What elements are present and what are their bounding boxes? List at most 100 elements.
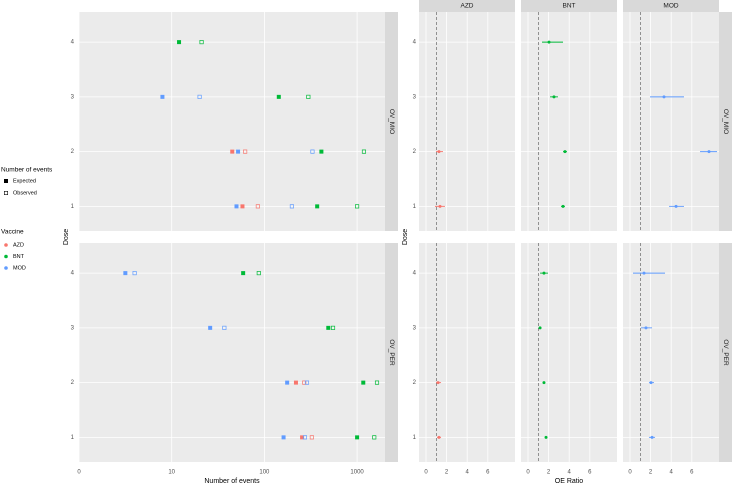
observed-point	[222, 325, 227, 330]
expected-point	[326, 325, 331, 330]
expected-point	[230, 149, 235, 154]
y-tick-label: 3	[71, 325, 75, 331]
legend-label: Observed	[13, 190, 37, 196]
strip	[623, 0, 719, 12]
x-tick-label: 10	[168, 470, 175, 476]
legend-key	[4, 254, 8, 259]
observed-point	[255, 204, 260, 209]
observed-point	[132, 271, 137, 276]
legend-label: BNT	[13, 254, 25, 260]
strip-label: AZD	[461, 3, 474, 10]
strip	[385, 12, 398, 231]
observed-point	[361, 149, 367, 154]
x-tick-label: 2	[445, 470, 449, 476]
expected-point	[281, 435, 286, 440]
x-tick-label: 0	[628, 470, 632, 476]
estimate-point	[437, 435, 441, 439]
estimate-point	[538, 326, 542, 330]
x-tick-label: 2	[547, 470, 551, 476]
estimate-point	[644, 326, 648, 330]
legend-title: Vaccine	[1, 229, 24, 236]
x-tick-label: 0	[77, 470, 81, 476]
y-axis-title: Dose	[402, 229, 409, 245]
estimate-point	[438, 204, 442, 208]
y-tick-label: 3	[413, 325, 417, 331]
legend-key	[4, 191, 9, 196]
estimate-point	[662, 95, 666, 99]
x-tick-label: 6	[690, 470, 694, 476]
expected-point	[300, 435, 305, 440]
y-tick-label: 1	[413, 204, 417, 210]
observed-point	[372, 435, 377, 440]
observed-point	[199, 40, 204, 45]
y-tick-label: 4	[71, 40, 75, 46]
y-tick-label: 2	[413, 380, 417, 386]
legend-label: MOD	[13, 265, 26, 271]
x-axis-title: Number of events	[204, 478, 260, 485]
observed-point	[309, 435, 314, 440]
estimate-point	[547, 40, 551, 44]
x-tick-label: 4	[466, 470, 470, 476]
y-tick-label: 1	[413, 435, 417, 441]
legend-title: Number of events	[1, 167, 53, 174]
y-tick-label: 3	[71, 94, 75, 100]
estimate-point	[542, 271, 546, 275]
estimate-point	[642, 271, 646, 275]
legend-key	[4, 266, 8, 270]
strip	[719, 12, 732, 231]
observed-point	[197, 94, 202, 99]
observed-point	[330, 325, 336, 330]
estimate-point	[542, 381, 546, 385]
y-tick-label: 2	[413, 149, 417, 155]
observed-point	[304, 380, 310, 385]
estimate-point	[674, 204, 678, 208]
observed-point	[355, 204, 360, 209]
expected-point	[123, 271, 128, 276]
expected-point	[177, 40, 182, 45]
x-tick-label: 100	[259, 470, 270, 476]
estimate-point	[544, 435, 548, 439]
y-tick-label: 1	[71, 435, 75, 441]
expected-point	[234, 204, 239, 209]
strip	[521, 0, 617, 12]
strip-label: OV_PER	[388, 339, 395, 366]
expected-point	[241, 271, 246, 276]
strip-label: OV_PER	[722, 339, 729, 366]
strip-label: MOD	[663, 3, 678, 10]
y-tick-label: 2	[71, 149, 75, 155]
observed-point	[302, 435, 308, 440]
strip-label: OV_MIO	[388, 109, 395, 134]
x-tick-label: 6	[588, 470, 592, 476]
strip	[419, 0, 515, 12]
observed-point	[289, 204, 294, 209]
y-axis-title: Dose	[63, 229, 70, 245]
observed-point	[243, 149, 248, 154]
estimate-point	[563, 150, 567, 154]
x-tick-label: 1000	[350, 470, 364, 476]
expected-point	[355, 435, 360, 440]
expected-point	[236, 149, 241, 154]
panel	[79, 243, 385, 462]
estimate-point	[649, 381, 653, 385]
y-tick-label: 3	[413, 94, 417, 100]
strip	[719, 243, 732, 462]
y-tick-label: 4	[413, 271, 417, 277]
x-tick-label: 2	[649, 470, 653, 476]
y-tick-label: 1	[71, 204, 75, 210]
legend: Number of events Expected Observed Vacci…	[1, 167, 53, 236]
legend-key	[4, 243, 8, 247]
observed-point	[374, 380, 380, 385]
expected-point	[285, 380, 290, 385]
estimate-point	[561, 204, 565, 208]
x-tick-label: 6	[486, 470, 490, 476]
observed-point	[256, 271, 261, 276]
y-tick-label: 2	[71, 380, 75, 386]
x-tick-label: 4	[670, 470, 674, 476]
panel	[79, 12, 385, 231]
strip-label: OV_MIO	[722, 109, 729, 134]
estimate-point	[436, 381, 440, 385]
expected-point	[315, 204, 320, 209]
x-axis-title: OE Ratio	[555, 478, 584, 485]
x-tick-label: 0	[526, 470, 530, 476]
